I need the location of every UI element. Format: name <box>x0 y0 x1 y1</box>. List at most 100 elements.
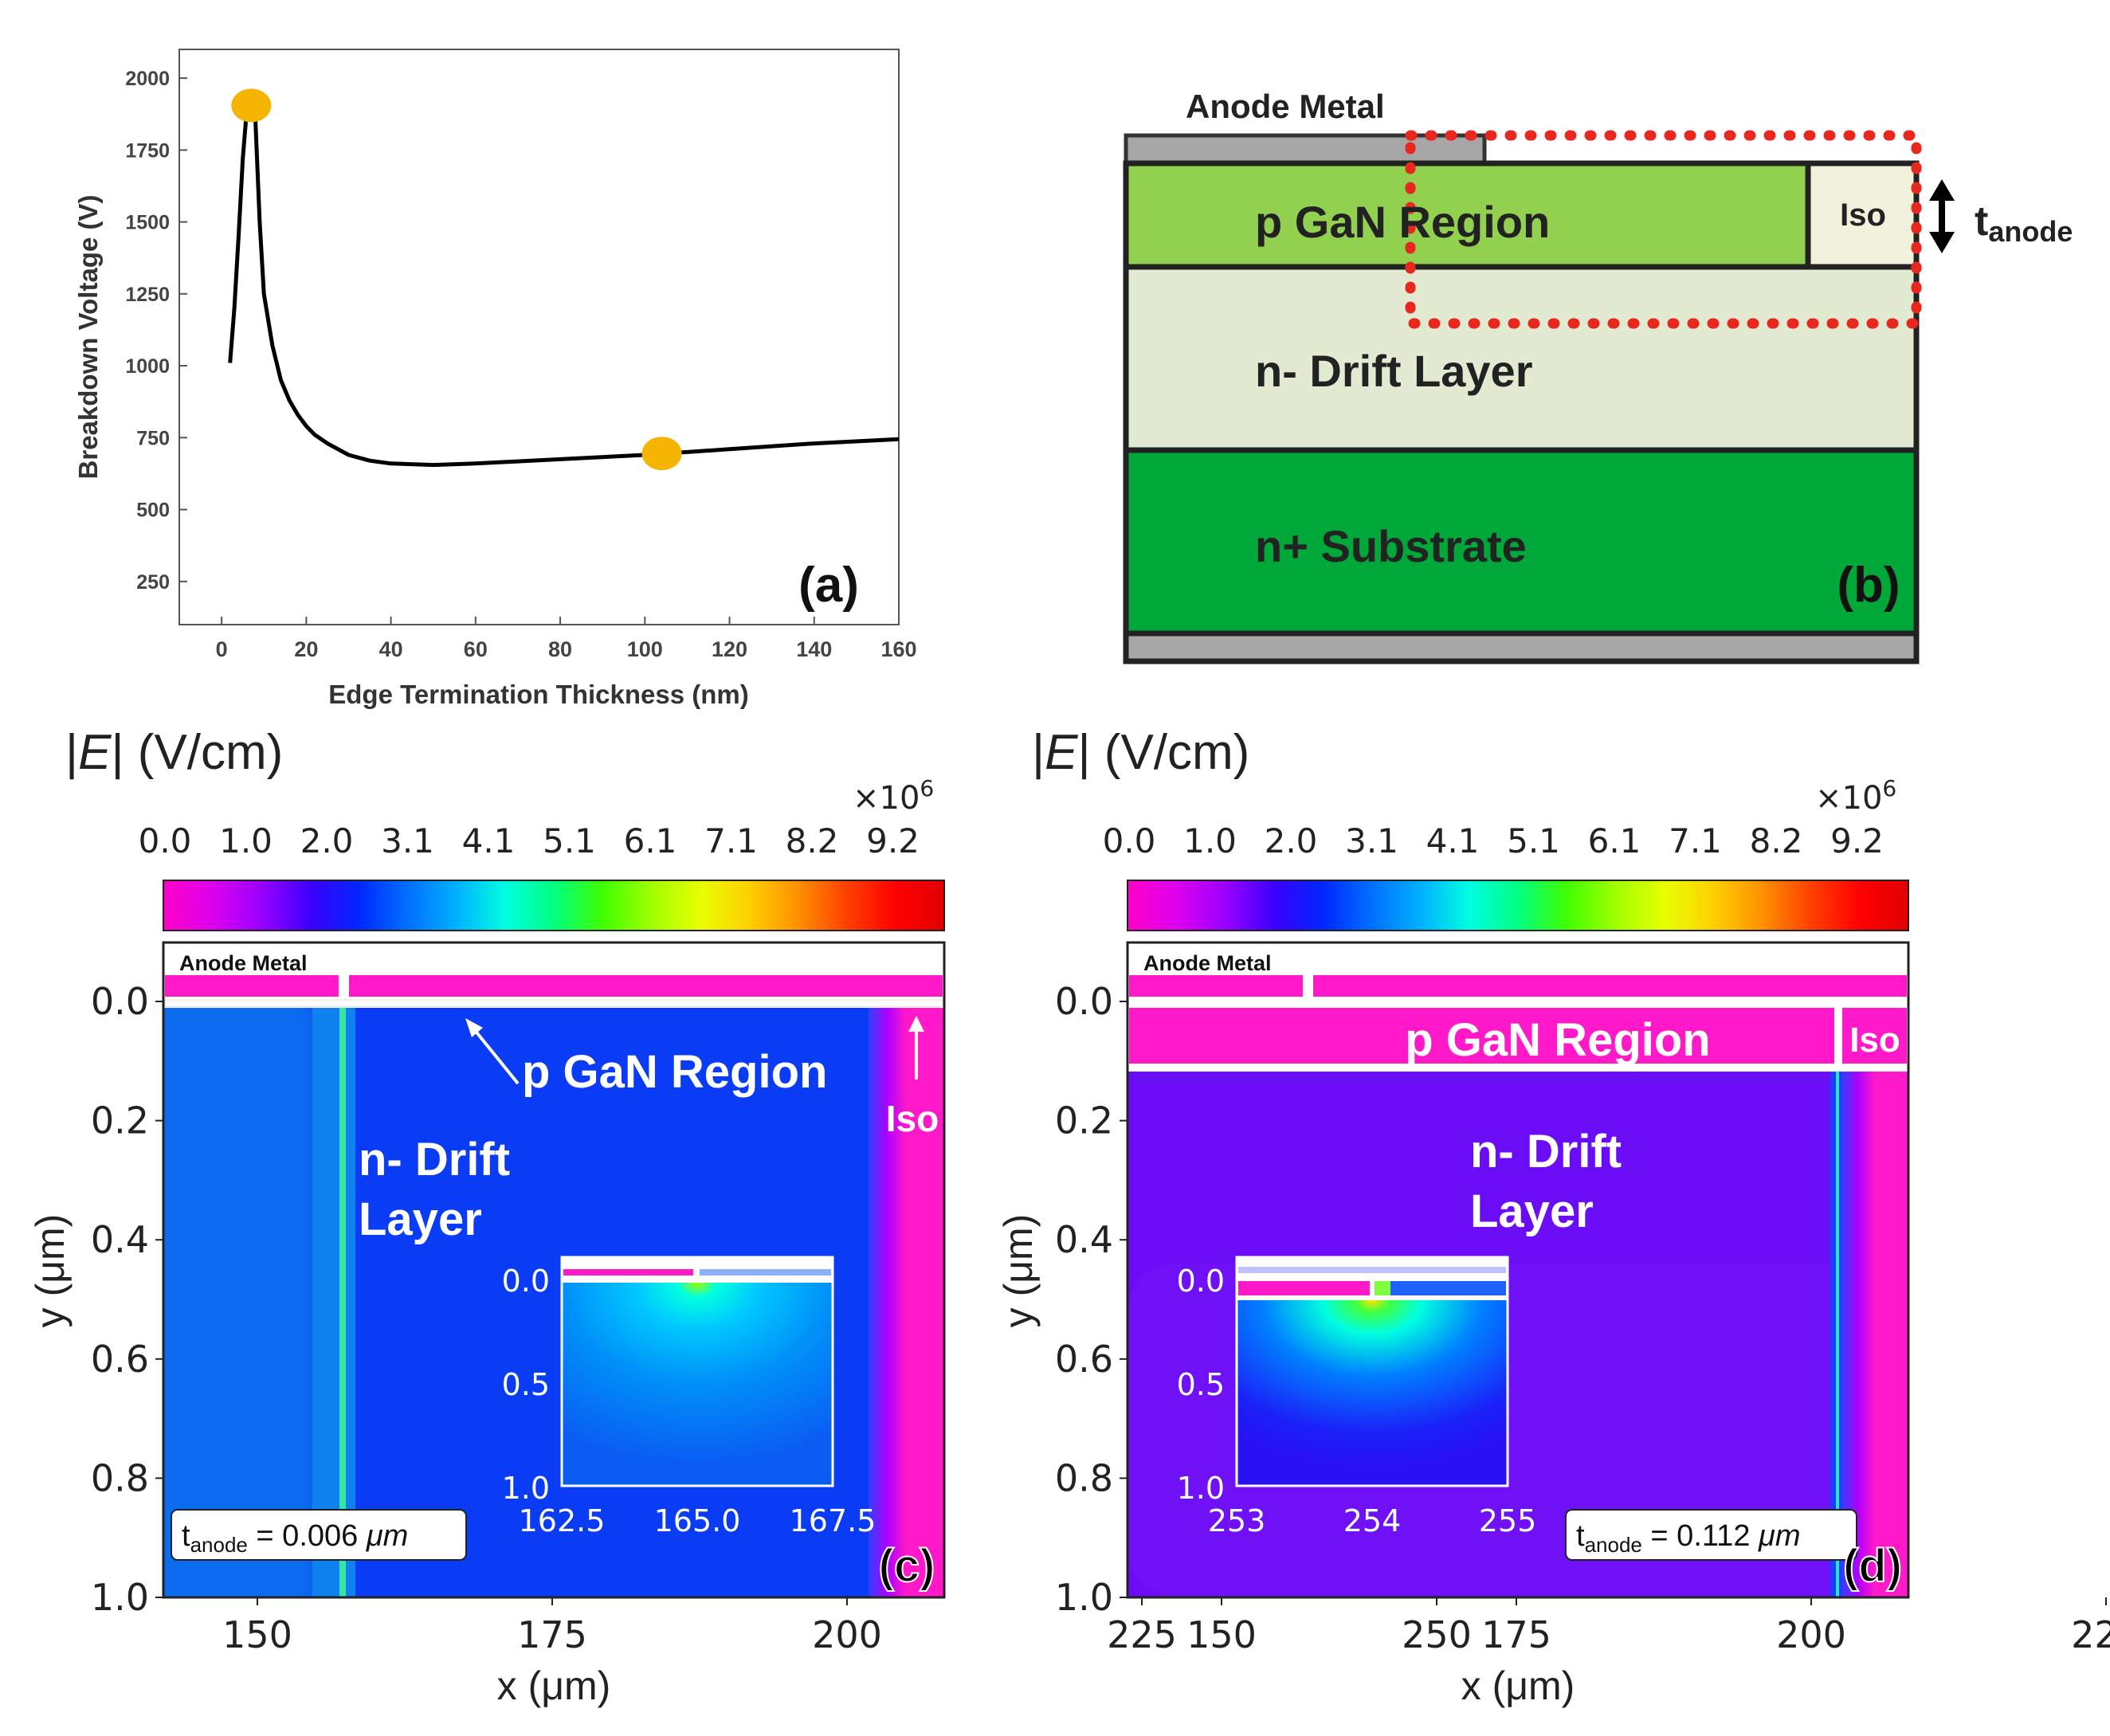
y-tick-label: 0.6 <box>91 1338 149 1381</box>
y-tick-label: 1500 <box>125 212 170 234</box>
panel-d-inset-ticks: 253 254 255 0.0 0.5 1.0 <box>1177 1264 1537 1538</box>
panel-d-anode-metal-left <box>1129 975 1303 997</box>
panel-d-anode-metal-label: Anode Metal <box>1143 951 1272 975</box>
panel-d-plot-frame <box>1126 941 1910 1599</box>
colorbar-tick-label: 8.2 <box>786 821 839 860</box>
colorbar-tick-label: 8.2 <box>1750 821 1803 860</box>
panel-d-inset-iso <box>1375 1281 1506 1295</box>
panel-d-tanode-box <box>1565 1509 1857 1561</box>
y-tick-label: 0.0 <box>91 980 149 1023</box>
panel-d-junction-edge <box>1836 1072 1839 1597</box>
panel-d-colorbar <box>1127 880 1909 931</box>
panel-c-x-ticks: 150 175 200 225 250 <box>222 1597 1472 1656</box>
inset-y-tick-label: 1.0 <box>1177 1471 1225 1506</box>
colorbar-tick-label: 5.1 <box>1507 821 1560 860</box>
colorbar-tick-label: 4.1 <box>462 821 516 860</box>
x-tick-label: 120 <box>712 637 747 661</box>
panel-d-y-ticks: 0.0 0.2 0.4 0.6 0.8 1.0 <box>1055 980 1128 1619</box>
colorbar-tick-label: 0.0 <box>139 821 192 860</box>
panel-c-inset-frame <box>560 1256 834 1487</box>
panel-d-x-ticks: 150 175 200 225 250 <box>1186 1597 2110 1656</box>
y-tick-label: 1.0 <box>1055 1576 1113 1619</box>
thickness-arrow-icon <box>1929 179 1955 253</box>
panel-d-iso-label: Iso <box>1849 1021 1900 1060</box>
x-tick-label: 150 <box>222 1613 292 1656</box>
y-tick-label: 0.8 <box>91 1456 149 1499</box>
panel-c-drift-label-line2: Layer <box>359 1193 482 1245</box>
panel-c-x-axis-label: x (μm) <box>497 1664 611 1708</box>
x-tick-label: 150 <box>1186 1613 1257 1656</box>
y-tick-label: 2000 <box>125 68 170 90</box>
x-tick-label: 0 <box>216 637 228 661</box>
panel-c-y-ticks: 0.0 0.2 0.4 0.6 0.8 1.0 <box>91 980 163 1619</box>
x-tick-label: 20 <box>294 637 318 661</box>
breakdown-voltage-line <box>228 102 900 468</box>
x-tick-label: 225 <box>1107 1613 1177 1656</box>
y-tick-label: 750 <box>136 427 170 449</box>
panel-d-p-gan-region <box>1129 1008 1834 1064</box>
panel-d-drift-label-line2: Layer <box>1470 1185 1594 1237</box>
y-tick-label: 0.6 <box>1055 1338 1113 1381</box>
inset-x-tick-label: 255 <box>1479 1503 1537 1538</box>
panel-c-tanode-label: tanode = 0.006 μm <box>182 1519 408 1557</box>
panel-c-anode-metal-right <box>349 975 943 997</box>
y-tick-label: 250 <box>136 571 170 594</box>
panel-c-colorbar-ticks: 0.0 1.0 2.0 3.1 4.1 5.1 6.1 7.1 8.2 9.2 <box>139 821 920 860</box>
p-gan-label: p GaN Region <box>1255 197 1550 247</box>
panel-a-y-axis-label: Breakdown Voltage (V) <box>73 195 103 480</box>
breakdown-marker-2 <box>641 437 682 471</box>
panel-c-colorbar-multiplier: ×106 <box>853 775 934 817</box>
panel-a-y-ticks: 250 500 750 1000 1250 1500 1750 2000 <box>125 68 187 594</box>
panel-c-p-gan-arrow-icon <box>465 1018 520 1085</box>
colorbar-tick-label: 2.0 <box>300 821 354 860</box>
panel-c: |E| (V/cm) ×106 0.0 1.0 2.0 3.1 4.1 5.1 6.1 7.1… <box>28 725 1472 1708</box>
inset-x-tick-label: 254 <box>1343 1503 1402 1538</box>
panel-c-colorbar-title: |E| (V/cm) <box>65 725 283 780</box>
panel-d-inset-metal <box>1238 1267 1506 1273</box>
colorbar-tick-label: 0.0 <box>1103 821 1156 860</box>
drift-layer <box>1123 264 1920 453</box>
panel-d-tanode-label: tanode = 0.112 μm <box>1576 1519 1801 1557</box>
x-tick-label: 140 <box>796 637 832 661</box>
y-tick-label: 0.2 <box>91 1099 149 1142</box>
x-tick-label: 100 <box>627 637 663 661</box>
panel-c-plot-frame <box>162 941 946 1599</box>
colorbar-tick-label: 7.1 <box>704 821 758 860</box>
t-anode-label: tanode <box>1975 198 2073 248</box>
panel-c-inset-field <box>562 1283 833 1486</box>
iso-label: Iso <box>1840 198 1886 233</box>
panel-c-inset-ticks: 162.5 165.0 167.5 0.0 0.5 1.0 <box>502 1264 877 1538</box>
drift-label: n- Drift Layer <box>1255 346 1533 396</box>
panel-d-inset-junction <box>1375 1281 1390 1295</box>
panel-c-junction-column <box>312 1008 355 1597</box>
x-tick-label: 80 <box>548 637 572 661</box>
colorbar-tick-label: 3.1 <box>381 821 434 860</box>
y-tick-label: 0.8 <box>1055 1456 1113 1499</box>
panel-d-anode-metal-right <box>1313 975 1907 997</box>
y-tick-label: 1000 <box>125 355 170 378</box>
inset-y-tick-label: 1.0 <box>502 1471 550 1506</box>
y-tick-label: 500 <box>136 500 170 522</box>
inset-y-tick-label: 0.5 <box>1177 1367 1225 1402</box>
panel-c-iso-label: Iso <box>886 1098 939 1139</box>
panel-d-iso-top <box>1842 1008 1907 1064</box>
panel-c-anode-metal-left <box>165 975 339 997</box>
panel-c-iso-arrow-icon <box>908 1016 924 1080</box>
panel-a-label: (a) <box>798 558 859 613</box>
x-tick-label: 200 <box>812 1613 882 1656</box>
colorbar-tick-label: 6.1 <box>1588 821 1641 860</box>
inset-x-tick-label: 253 <box>1208 1503 1266 1538</box>
colorbar-tick-label: 6.1 <box>624 821 677 860</box>
x-tick-label: 160 <box>880 637 916 661</box>
x-tick-label: 250 <box>1402 1613 1472 1656</box>
y-tick-label: 0.4 <box>1055 1218 1113 1261</box>
panel-d-drift-label-line1: n- Drift <box>1470 1126 1622 1178</box>
panel-a-x-axis-label: Edge Termination Thickness (nm) <box>328 680 748 709</box>
panel-a: 0 20 40 60 80 100 120 140 160 250 500 750 1000 1250 1… <box>73 49 917 709</box>
iso-region <box>1805 160 1920 270</box>
colorbar-tick-label: 5.1 <box>543 821 596 860</box>
breakdown-marker-1 <box>231 88 272 123</box>
panel-d-label: (d) <box>1843 1540 1902 1592</box>
inset-y-tick-label: 0.5 <box>502 1367 550 1402</box>
panel-c-iso-region <box>869 1008 944 1597</box>
